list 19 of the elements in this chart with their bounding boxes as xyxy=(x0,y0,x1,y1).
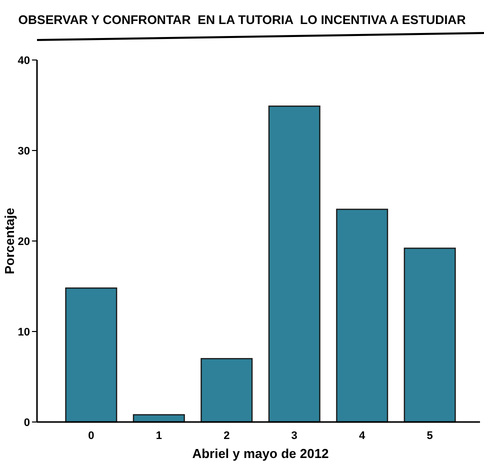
x-tick-label: 3 xyxy=(291,430,298,442)
x-axis-title: Abriel y mayo de 2012 xyxy=(192,446,329,461)
y-axis-title: Porcentaje xyxy=(2,208,17,274)
x-tick-label: 0 xyxy=(88,430,94,442)
bar xyxy=(404,248,456,423)
x-tick-label: 4 xyxy=(359,430,366,442)
bar xyxy=(268,106,320,423)
y-tick-label: 10 xyxy=(18,326,30,338)
chart-title: OBSERVAR Y CONFRONTAR EN LA TUTORIA LO INCENTIVA A ESTUDIAR xyxy=(18,13,466,27)
bar xyxy=(65,287,118,423)
y-tick-label: 0 xyxy=(24,416,30,429)
x-tick-label: 1 xyxy=(156,430,162,442)
bar xyxy=(200,358,253,423)
y-tick-label: 30 xyxy=(18,145,30,158)
bar xyxy=(336,208,388,423)
x-tick-label: 2 xyxy=(224,430,230,442)
y-tick-label: 20 xyxy=(18,236,30,248)
y-tick-label: 40 xyxy=(18,54,30,67)
x-tick-label: 5 xyxy=(426,430,433,442)
